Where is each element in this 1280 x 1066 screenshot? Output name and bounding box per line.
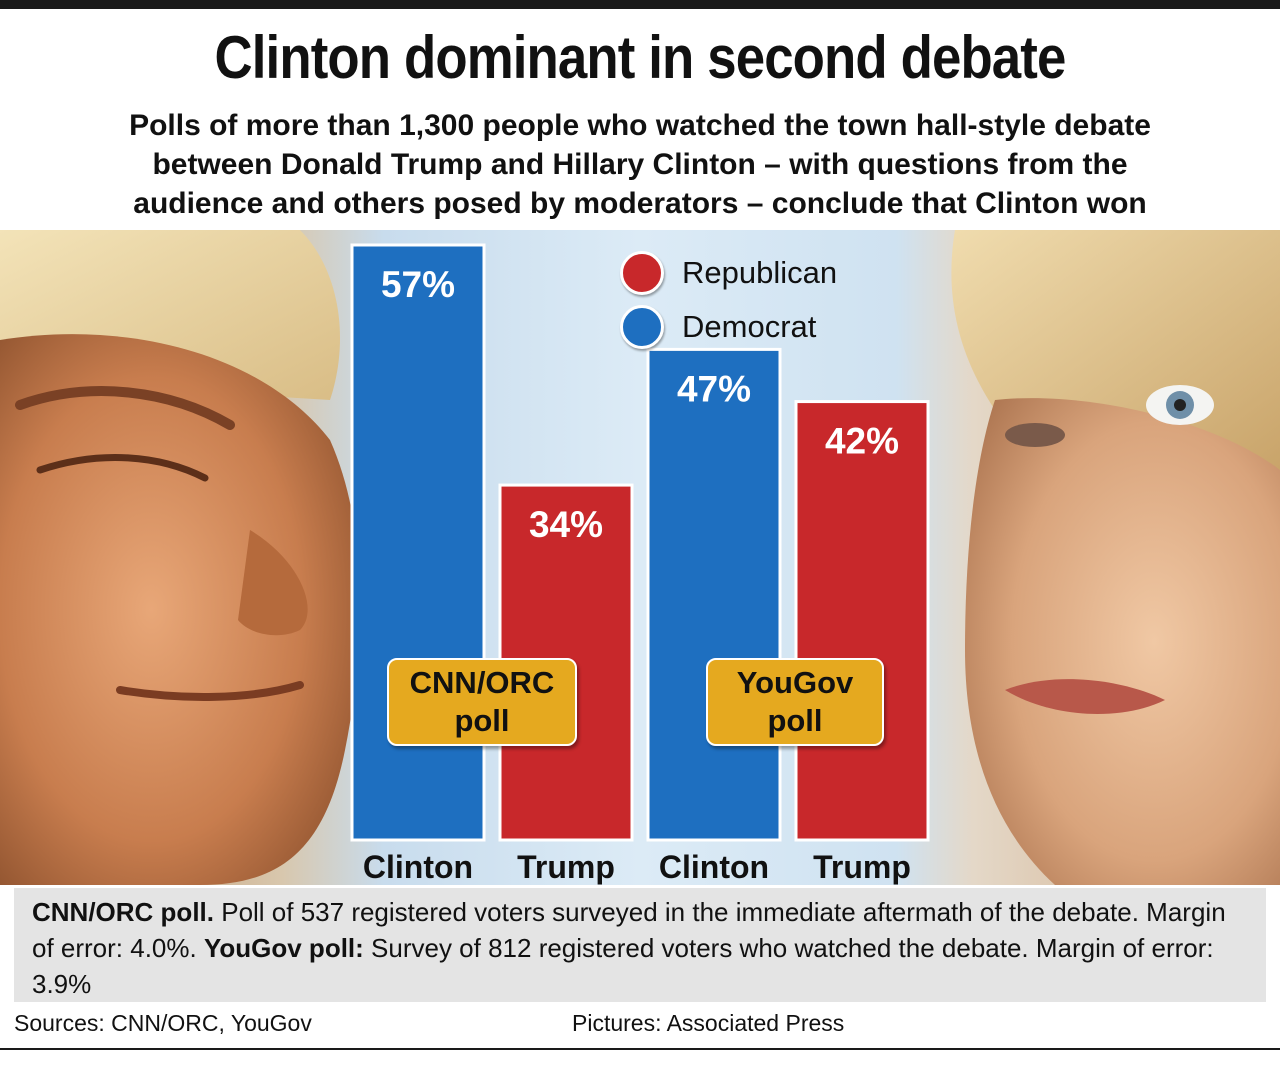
top-rule <box>0 0 1280 9</box>
bottom-rule <box>0 1048 1280 1050</box>
bar-value-label: 47% <box>677 368 751 409</box>
bar-trump-1 <box>794 400 930 842</box>
legend-label: Republican <box>682 255 838 290</box>
poll-tag-line: poll <box>767 703 823 738</box>
legend-item-republican: Republican <box>620 246 837 300</box>
subtitle: Polls of more than 1,300 people who watc… <box>0 106 1280 223</box>
legend: Republican Democrat <box>620 246 837 354</box>
category-label: Clinton <box>363 849 473 885</box>
footnote-yougov-text: Survey of 812 registered voters who watc… <box>32 933 1214 999</box>
photo-panel: 57% Clinton 34% Trump 47% Clinton 42% Trump Rep… <box>0 230 1280 885</box>
category-label: Trump <box>813 849 911 885</box>
poll-tag-line: YouGov <box>736 665 854 700</box>
poll-tag-yougov: YouGov poll <box>706 658 884 746</box>
subtitle-line: between Donald Trump and Hillary Clinton… <box>152 148 1128 181</box>
legend-label: Democrat <box>682 309 817 344</box>
poll-tag-line: CNN/ORC <box>409 665 555 700</box>
subtitle-line: audience and others posed by moderators … <box>133 187 1147 220</box>
footnote-cnn-label: CNN/ORC poll. <box>32 897 214 927</box>
category-label: Clinton <box>659 849 769 885</box>
subtitle-line: Polls of more than 1,300 people who watc… <box>129 109 1151 142</box>
poll-tag-line: poll <box>454 703 510 738</box>
footnote-cnn-text: Poll of 537 registered voters surveyed i… <box>32 897 1226 963</box>
clinton-photo <box>951 230 1280 885</box>
poll-tag-cnn: CNN/ORC poll <box>387 658 577 746</box>
bar-value-label: 34% <box>529 504 603 545</box>
legend-swatch-republican <box>620 251 664 295</box>
photo-credit: Pictures: Associated Press <box>572 1010 845 1036</box>
page-title: Clinton dominant in second debate <box>214 24 1067 91</box>
bar-value-label: 57% <box>381 264 455 305</box>
trump-photo <box>0 230 360 885</box>
footnote: CNN/ORC poll. Poll of 537 registered vot… <box>14 888 1266 1002</box>
legend-swatch-democrat <box>620 305 664 349</box>
footnote-yougov-label: YouGov poll: <box>203 933 364 963</box>
category-label: Trump <box>517 849 615 885</box>
legend-item-democrat: Democrat <box>620 300 837 354</box>
bar-clinton-1 <box>646 347 782 842</box>
sources: Sources: CNN/ORC, YouGov <box>14 1010 312 1036</box>
bar-value-label: 42% <box>825 421 899 462</box>
bar-clinton-0 <box>350 243 486 842</box>
